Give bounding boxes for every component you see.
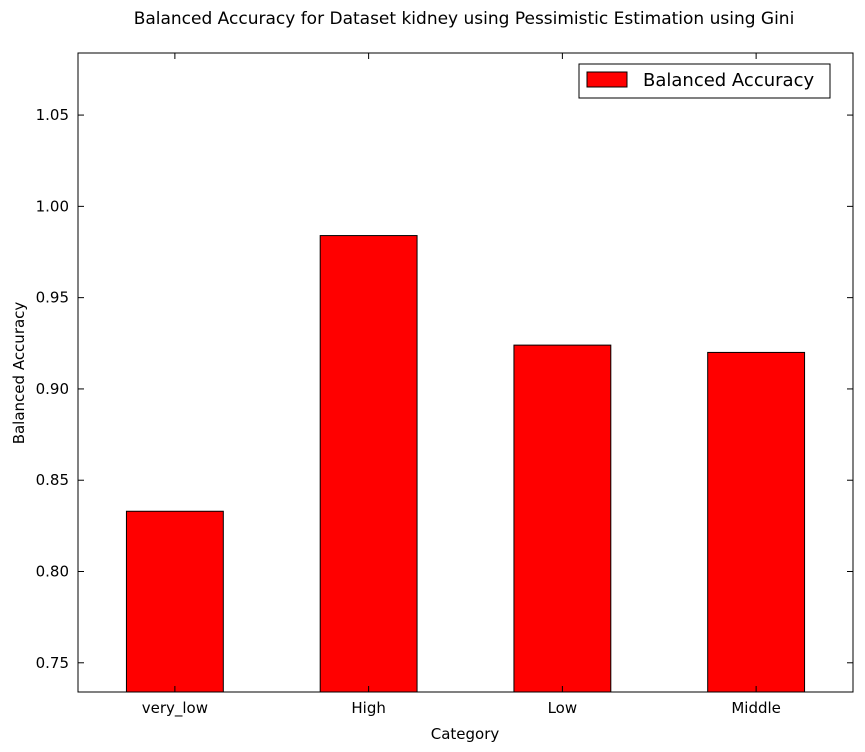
y-axis-label: Balanced Accuracy	[10, 302, 28, 445]
x-tick-label: High	[351, 699, 385, 717]
plot-frame	[77, 52, 854, 693]
bar-High	[319, 235, 418, 693]
y-tick-label: 0.95	[36, 289, 69, 307]
x-axis-label: Category	[431, 725, 500, 743]
plot-area: 0.75 0.80 0.85 0.90 0.95 1.00 1.05 very_low High…	[36, 52, 854, 718]
y-tick-label: 1.00	[36, 197, 69, 215]
legend-swatch	[586, 71, 628, 88]
legend: Balanced Accuracy	[578, 63, 831, 99]
bar-Low	[513, 344, 612, 693]
chart-title: Balanced Accuracy for Dataset kidney usi…	[134, 9, 795, 29]
y-tick-label: 0.80	[36, 563, 69, 581]
y-tick-label: 0.90	[36, 380, 69, 398]
y-tick-label: 1.05	[36, 106, 69, 124]
x-tick-label: Middle	[731, 699, 781, 717]
y-tick-label: 0.75	[36, 654, 69, 672]
x-tick-label: very_low	[142, 699, 208, 718]
bar-very_low	[125, 510, 224, 693]
x-tick-label: Low	[548, 699, 578, 717]
y-tick-label: 0.85	[36, 471, 69, 489]
legend-label: Balanced Accuracy	[643, 70, 814, 91]
bar-Middle	[707, 351, 806, 693]
